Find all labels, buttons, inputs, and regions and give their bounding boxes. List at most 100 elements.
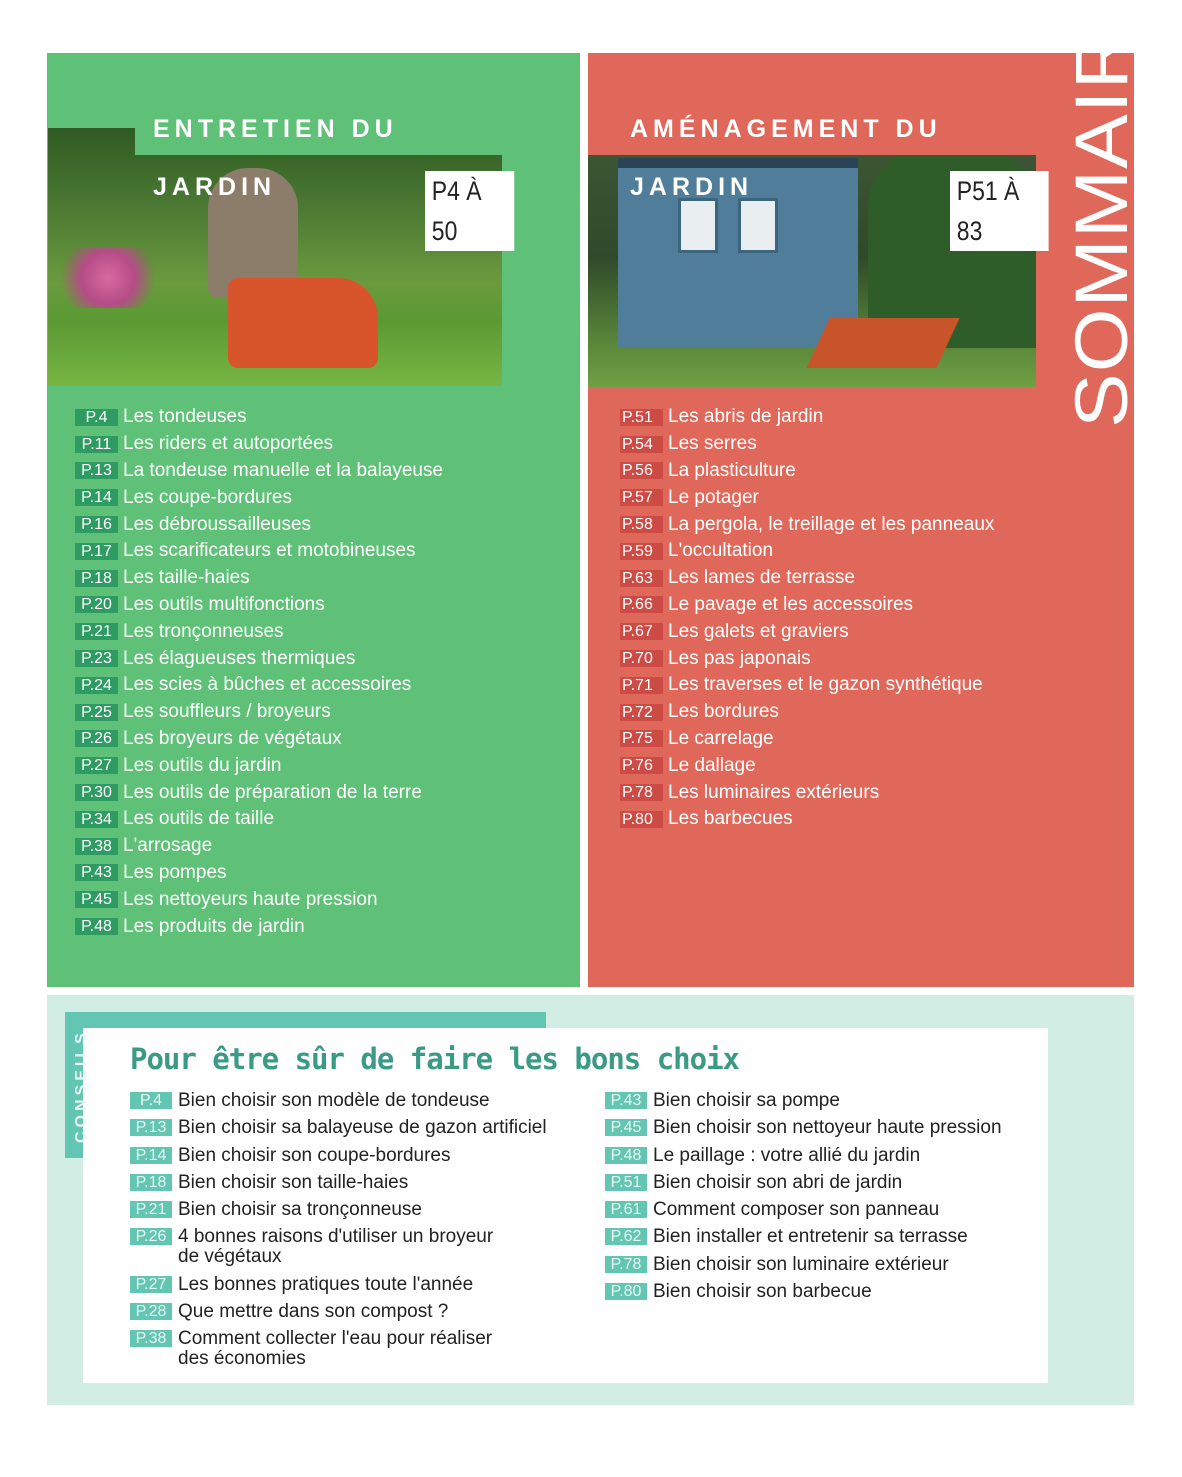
item-label: Les nettoyeurs haute pression (123, 888, 378, 910)
toc-item[interactable]: P.27 Les outils du jardin (75, 752, 443, 779)
item-label: Les outils du jardin (123, 754, 282, 776)
toc-item[interactable]: P.56 La plasticulture (620, 458, 994, 485)
toc-item[interactable]: P.26 4 bonnes raisons d'utiliser un broye… (130, 1227, 570, 1267)
toc-item[interactable]: P.58 La pergola, le treillage et les pann… (620, 511, 994, 538)
toc-item[interactable]: P.45 Les nettoyeurs haute pression (75, 886, 443, 913)
toc-item[interactable]: P.43 Les pompes (75, 860, 443, 887)
page-tag: P.80 (605, 1283, 647, 1301)
amenagement-title: AMÉNAGEMENT DU JARDIN (588, 100, 1036, 201)
amenagement-list: P.51 Les abris de jardin P.54 Les serres P.5… (620, 404, 994, 833)
toc-item[interactable]: P.61 Comment composer son panneau (605, 1200, 1045, 1220)
item-label: Les souffleurs / broyeurs (123, 701, 331, 723)
conseils-list-left: P.4 Bien choisir son modèle de tondeuse P.… (130, 1091, 570, 1377)
conseils-list-right: P.43 Bien choisir sa pompe P.45 Bien choisi… (605, 1091, 1045, 1309)
toc-item[interactable]: P.30 Les outils de préparation de la terr… (75, 779, 443, 806)
page-tag: P.48 (605, 1146, 647, 1164)
page-tag: P.11 (75, 435, 118, 453)
toc-item[interactable]: P.13 Bien choisir sa balayeuse de gazon a… (130, 1118, 570, 1138)
toc-item[interactable]: P.21 Les tronçonneuses (75, 618, 443, 645)
page-tag: P.51 (605, 1173, 647, 1191)
page-tag: P.56 (620, 462, 663, 480)
page-tag: P.76 (620, 757, 663, 775)
toc-item[interactable]: P.78 Bien choisir son luminaire extérieur (605, 1254, 1045, 1275)
toc-item[interactable]: P.27 Les bonnes pratiques toute l'année (130, 1273, 570, 1295)
item-label: Les taille-haies (123, 567, 250, 589)
item-label: Les broyeurs de végétaux (123, 727, 342, 749)
toc-item[interactable]: P.13 La tondeuse manuelle et la balayeuse (75, 458, 443, 485)
entretien-title: ENTRETIEN DU JARDIN (135, 100, 502, 201)
toc-item[interactable]: P.72 Les bordures (620, 699, 994, 726)
item-label: Bien choisir son coupe-bordures (178, 1144, 451, 1166)
toc-item[interactable]: P.75 Le carrelage (620, 726, 994, 753)
page-tag: P.21 (130, 1201, 172, 1219)
page-tag: P.58 (620, 516, 663, 534)
page-tag: P.4 (130, 1092, 172, 1109)
sommaire-heading: SOMMAIRE (1061, 0, 1144, 428)
toc-item[interactable]: P.45 Bien choisir son nettoyeur haute pre… (605, 1118, 1045, 1138)
toc-item[interactable]: P.25 Les souffleurs / broyeurs (75, 699, 443, 726)
page-tag: P.23 (75, 650, 118, 668)
toc-item[interactable]: P.48 Le paillage : votre allié du jardin (605, 1145, 1045, 1166)
toc-item[interactable]: P.18 Bien choisir son taille-haies (130, 1171, 570, 1193)
toc-item[interactable]: P.70 Les pas japonais (620, 645, 994, 672)
toc-item[interactable]: P.80 Les barbecues (620, 806, 994, 833)
conseils-title: Pour être sûr de faire les bons choix (130, 1042, 740, 1076)
page-tag: P.78 (620, 784, 663, 802)
toc-item[interactable]: P.38 Comment collecter l'eau pour réalise… (130, 1329, 570, 1369)
toc-item[interactable]: P.4 Les tondeuses (75, 404, 443, 431)
item-label: Comment collecter l'eau pour réaliser de… (178, 1328, 493, 1370)
toc-item[interactable]: P.62 Bien installer et entretenir sa terr… (605, 1227, 1045, 1247)
page-tag: P.71 (620, 676, 663, 694)
toc-item[interactable]: P.51 Les abris de jardin (620, 404, 994, 431)
item-label: Les bonnes pratiques toute l'année (178, 1273, 474, 1295)
toc-item[interactable]: P.71 Les traverses et le gazon synthétiqu… (620, 672, 994, 699)
entretien-list: P.4 Les tondeuses P.11 Les riders et autopo… (75, 404, 443, 940)
toc-item[interactable]: P.80 Bien choisir son barbecue (605, 1282, 1045, 1302)
toc-item[interactable]: P.43 Bien choisir sa pompe (605, 1091, 1045, 1111)
page-tag: P.43 (605, 1092, 647, 1109)
toc-item[interactable]: P.4 Bien choisir son modèle de tondeuse (130, 1091, 570, 1111)
toc-item[interactable]: P.59 L'occultation (620, 538, 994, 565)
lawnmower-photo (48, 128, 502, 386)
toc-item[interactable]: P.21 Bien choisir sa tronçonneuse (130, 1200, 570, 1220)
toc-item[interactable]: P.23 Les élagueuses thermiques (75, 645, 443, 672)
toc-item[interactable]: P.14 Les coupe-bordures (75, 484, 443, 511)
item-label: Bien choisir sa tronçonneuse (178, 1199, 422, 1221)
toc-item[interactable]: P.57 Le potager (620, 484, 994, 511)
item-label: Les outils multifonctions (123, 593, 325, 615)
toc-item[interactable]: P.17 Les scarificateurs et motobineuses (75, 538, 443, 565)
toc-item[interactable]: P.28 Que mettre dans son compost ? (130, 1302, 570, 1322)
toc-item[interactable]: P.26 Les broyeurs de végétaux (75, 726, 443, 753)
toc-item[interactable]: P.67 Les galets et graviers (620, 618, 994, 645)
toc-item[interactable]: P.20 Les outils multifonctions (75, 592, 443, 619)
toc-item[interactable]: P.78 Les luminaires extérieurs (620, 779, 994, 806)
item-label: Bien choisir son taille-haies (178, 1171, 409, 1193)
toc-item[interactable]: P.48 Les produits de jardin (75, 913, 443, 940)
item-label: Le pavage et les accessoires (668, 593, 914, 615)
toc-item[interactable]: P.11 Les riders et autoportées (75, 431, 443, 458)
toc-item[interactable]: P.24 Les scies à bûches et accessoires (75, 672, 443, 699)
item-label: Les pompes (123, 861, 227, 883)
toc-item[interactable]: P.76 Le dallage (620, 752, 994, 779)
page-tag: P.78 (605, 1255, 647, 1273)
page-tag: P.38 (130, 1330, 172, 1348)
toc-item[interactable]: P.18 Les taille-haies (75, 565, 443, 592)
page-tag: P.66 (620, 596, 663, 614)
page-tag: P.26 (130, 1228, 172, 1246)
toc-item[interactable]: P.34 Les outils de taille (75, 806, 443, 833)
page-tag: P.14 (130, 1146, 172, 1164)
page-tag: P.80 (620, 810, 663, 828)
page-tag: P.63 (620, 569, 663, 587)
toc-item[interactable]: P.51 Bien choisir son abri de jardin (605, 1172, 1045, 1193)
toc-item[interactable]: P.66 Le pavage et les accessoires (620, 592, 994, 619)
toc-item[interactable]: P.63 Les lames de terrasse (620, 565, 994, 592)
item-label: La plasticulture (668, 459, 796, 481)
item-label: Le carrelage (668, 727, 774, 749)
toc-item[interactable]: P.38 L'arrosage (75, 833, 443, 860)
toc-item[interactable]: P.16 Les débroussailleuses (75, 511, 443, 538)
page-tag: P.27 (130, 1275, 172, 1293)
toc-item[interactable]: P.54 Les serres (620, 431, 994, 458)
toc-item[interactable]: P.14 Bien choisir son coupe-bordures (130, 1144, 570, 1166)
page-tag: P.38 (75, 837, 118, 855)
page-tag: P.18 (130, 1173, 172, 1191)
